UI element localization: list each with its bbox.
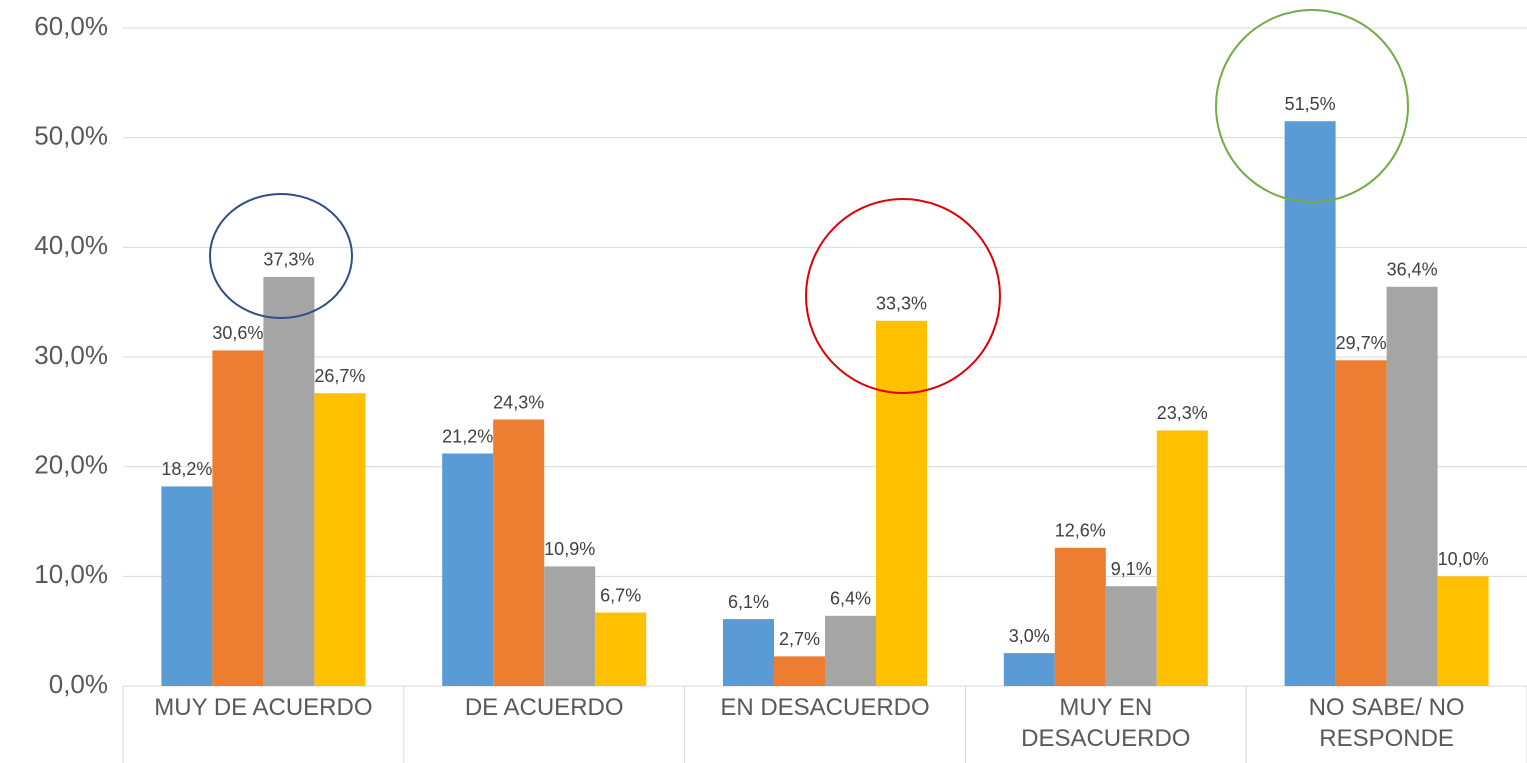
data-label: 9,1% <box>1111 559 1152 579</box>
bar <box>876 320 927 686</box>
bar <box>723 619 774 686</box>
bar <box>1156 430 1208 686</box>
plot: 0,0% 10,0% 20,0% 30,0% 40,0% 50,0% 60,0% 18,2% 3… <box>34 11 1527 763</box>
y-tick-label: 60,0% <box>34 11 108 41</box>
y-tick-label: 0,0% <box>49 669 108 699</box>
x-tick-label: EN DESACUERDO <box>720 694 930 721</box>
highlight-ellipse <box>209 193 353 319</box>
bar <box>544 566 596 686</box>
data-label: 36,4% <box>1387 260 1438 280</box>
data-label: 10,0% <box>1438 549 1489 569</box>
bar <box>595 612 647 686</box>
bar <box>1105 586 1157 686</box>
x-tick-label: MUY DE ACUERDO <box>154 694 373 721</box>
data-label: 2,7% <box>779 629 820 649</box>
bar <box>161 486 213 686</box>
bar <box>774 656 825 686</box>
bar <box>1003 653 1055 686</box>
bar <box>1054 547 1106 686</box>
bar <box>493 419 545 686</box>
data-label: 24,3% <box>493 392 544 412</box>
data-label: 29,7% <box>1336 333 1387 353</box>
bar <box>442 453 494 686</box>
data-label: 30,6% <box>212 323 263 343</box>
data-label: 26,7% <box>314 366 365 386</box>
data-label: 37,3% <box>263 250 314 270</box>
data-label: 6,4% <box>830 589 871 609</box>
data-label: 18,2% <box>161 459 212 479</box>
y-tick-label: 20,0% <box>34 450 108 480</box>
x-tick-label: MUY EN DESACUERDO <box>1021 694 1191 752</box>
x-tick-label: NO SABE/ NO RESPONDE <box>1308 694 1465 752</box>
bar <box>212 350 264 686</box>
data-label: 6,1% <box>728 592 769 612</box>
x-tick-label: DE ACUERDO <box>464 694 624 721</box>
bar <box>1437 576 1489 686</box>
data-label: 10,9% <box>544 539 595 559</box>
data-label: 33,3% <box>876 294 927 314</box>
bar <box>825 615 876 686</box>
data-label: 12,6% <box>1055 521 1106 541</box>
y-tick-label: 10,0% <box>34 559 108 589</box>
data-label: 21,2% <box>442 426 493 446</box>
highlight-circle <box>805 198 1001 394</box>
bar <box>314 393 366 686</box>
y-tick-label: 50,0% <box>34 121 108 151</box>
data-label: 3,0% <box>1009 626 1050 646</box>
data-label: 51,5% <box>1285 94 1336 114</box>
highlight-circle <box>1215 9 1409 203</box>
bar <box>1284 121 1336 686</box>
bar <box>1335 360 1387 686</box>
y-tick-label: 30,0% <box>34 340 108 370</box>
y-tick-label: 40,0% <box>34 230 108 260</box>
bar <box>263 276 315 686</box>
bar <box>1386 286 1438 686</box>
data-label: 23,3% <box>1157 403 1208 423</box>
data-label: 6,7% <box>600 585 641 605</box>
